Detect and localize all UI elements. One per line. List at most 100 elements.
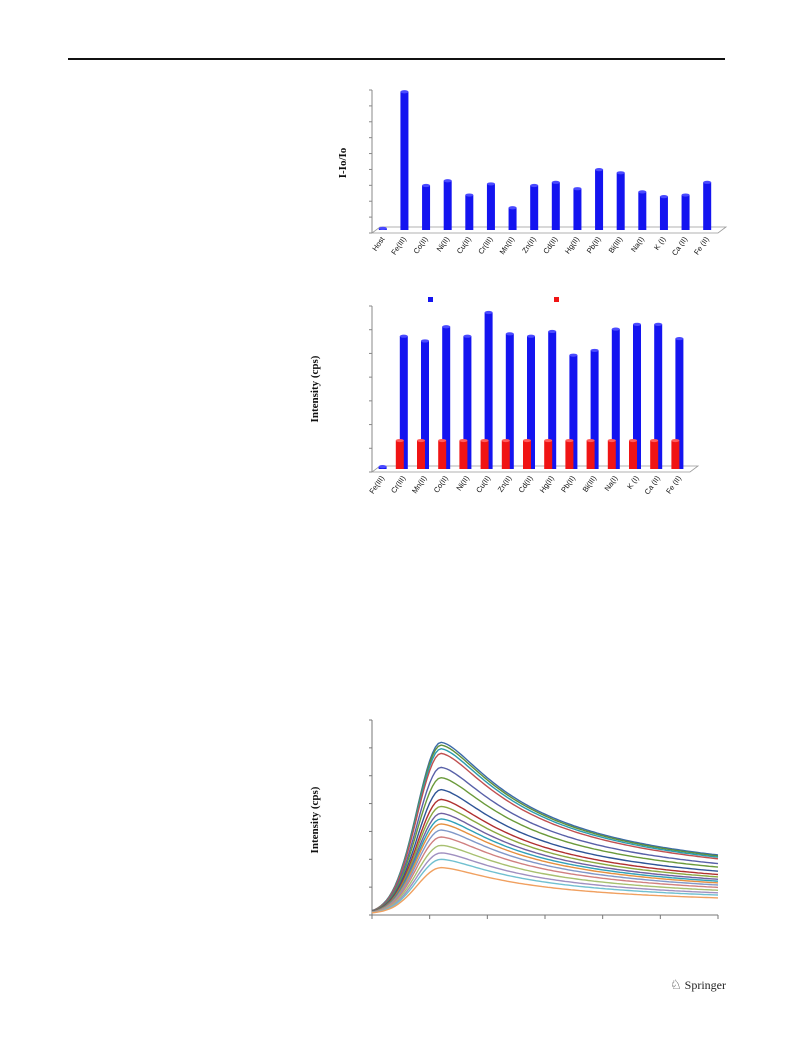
chart1-bar-top xyxy=(659,195,668,199)
chart2-red-bar-top xyxy=(501,438,510,443)
chart1-bar-top xyxy=(595,168,604,172)
chart2-blue-bar-top xyxy=(675,336,684,341)
chart-relative-intensity: I-Io/Io Host Fe(III) Co(II) Ni(II) Cu(II) Cr(… xyxy=(337,89,728,257)
chart2-red-bar-top xyxy=(395,438,404,443)
chart2-blue-bar xyxy=(590,350,599,469)
chart3-series-line xyxy=(371,844,719,914)
chart2-blue-bar-top xyxy=(569,353,578,357)
chart3-series-line xyxy=(371,752,719,912)
chart3-series-line xyxy=(371,805,719,913)
chart2-blue-bar-top xyxy=(484,310,493,315)
chart3-series-line xyxy=(371,858,719,914)
chart2-category-label: Hg(II) xyxy=(538,474,556,495)
chart2-blue-bar xyxy=(442,326,451,469)
chart2-category-label: Co(II) xyxy=(432,474,450,495)
chart2-y-axis-label: Intensity (cps) xyxy=(309,355,321,422)
legend-red-marker xyxy=(554,297,559,302)
chart2-red-bar xyxy=(395,440,404,469)
chart3-series-line xyxy=(371,866,719,914)
publisher-name: Springer xyxy=(684,978,726,992)
chart1-bar xyxy=(443,180,452,230)
chart1-category-label: Zn(II) xyxy=(520,235,538,255)
chart2-red-bar xyxy=(586,440,595,469)
chart1-category-label: Ni(II) xyxy=(435,235,452,254)
chart2-red-bar-top xyxy=(565,438,574,443)
chart2-blue-bar-top xyxy=(590,348,599,353)
chart3-series-line xyxy=(371,818,719,913)
chart2-blue-bar xyxy=(527,336,535,469)
chart1-bar-top xyxy=(681,193,690,197)
chart3-series-line xyxy=(371,836,719,913)
chart2-red-bar xyxy=(417,440,425,469)
chart2-blue-bar xyxy=(654,324,663,469)
chart2-red-bar-top xyxy=(650,438,659,443)
chart2-blue-bar xyxy=(675,338,684,469)
chart2-category-label: Ca (II) xyxy=(643,474,663,497)
chart2-red-bar xyxy=(459,440,468,469)
chart2-red-bar-top xyxy=(544,438,553,443)
header-rule xyxy=(68,58,725,60)
chart1-category-label: Fe (II) xyxy=(692,235,711,257)
chart2-blue-bar xyxy=(633,324,641,469)
chart2-category-label: Fe (II) xyxy=(664,474,683,496)
chart1-bar-top xyxy=(530,183,539,188)
chart3-y-axis-label: Intensity (cps) xyxy=(309,786,321,853)
chart1-category-label: Fe(III) xyxy=(389,235,408,257)
chart3-series-line xyxy=(371,788,719,913)
chart2-blue-bar xyxy=(463,336,472,469)
chart2-blue-bar-top xyxy=(505,332,514,336)
chart3-series-line xyxy=(371,747,719,912)
chart1-bar xyxy=(681,195,690,230)
chart1-category-label: Hg(II) xyxy=(563,235,581,256)
chart1-bar xyxy=(638,191,647,230)
chart1-bar xyxy=(465,195,474,230)
chart1-bar-top xyxy=(551,180,560,184)
chart1-bar-top xyxy=(573,187,582,191)
chart2-blue-bar-top xyxy=(548,329,557,334)
chart1-bar xyxy=(573,188,582,230)
chart1-category-label: Bi(III) xyxy=(607,235,625,255)
chart2-blue-bar-top xyxy=(463,334,472,338)
chart2-blue-bar-top xyxy=(633,322,641,326)
chart2-category-label: Na(I) xyxy=(603,474,620,493)
chart-emission-spectra: Intensity (cps) xyxy=(309,719,719,919)
chart2-red-bar-top xyxy=(438,438,447,443)
chart2-blue-bar xyxy=(569,355,578,469)
chart2-red-bar xyxy=(629,440,637,469)
chart1-bar-top xyxy=(465,193,474,197)
chart1-category-label: Cu(II) xyxy=(455,235,473,256)
chart2-category-label: Bi(III) xyxy=(581,474,599,494)
chart3-series-line xyxy=(371,741,719,912)
chart1-category-label: Host xyxy=(370,234,387,253)
chart2-blue-bar xyxy=(548,331,557,469)
chart2-blue-bar-top xyxy=(421,339,429,343)
chart2-category-label: Cd(II) xyxy=(517,474,535,495)
chart2-red-bar xyxy=(607,440,616,469)
chart1-category-label: Mn(II) xyxy=(498,235,517,257)
chart1-bar-top xyxy=(703,180,712,184)
chart1-category-label: Cd(II) xyxy=(541,235,559,256)
chart2-red-bar-top xyxy=(523,438,531,443)
chart1-bar-top xyxy=(638,190,647,194)
chart1-category-label: Na(I) xyxy=(629,235,646,254)
chart1-y-axis-label: I-Io/Io xyxy=(337,147,349,178)
chart3-series-line xyxy=(371,823,719,913)
chart2-blue-bar-top xyxy=(527,334,535,338)
chart2-blue-bar-top xyxy=(399,334,408,338)
chart1-bar xyxy=(595,169,604,230)
chart2-red-bar xyxy=(650,440,659,469)
chart2-red-bar-top xyxy=(671,438,680,443)
chart1-category-label: Co(II) xyxy=(412,235,430,256)
chart2-red-bar-top xyxy=(586,438,595,443)
chart2-blue-bar xyxy=(399,336,408,469)
chart1-bar-top xyxy=(378,226,387,231)
chart3-series-line xyxy=(371,744,719,912)
chart3-series-line xyxy=(371,766,719,912)
chart2-blue-bar-top xyxy=(442,325,451,329)
chart1-category-label: K (I) xyxy=(652,235,668,252)
chart1-bar xyxy=(616,172,625,230)
chart2-category-label: Zn(II) xyxy=(496,474,514,494)
chart2-blue-bar xyxy=(484,312,493,469)
chart2-red-bar xyxy=(438,440,447,469)
